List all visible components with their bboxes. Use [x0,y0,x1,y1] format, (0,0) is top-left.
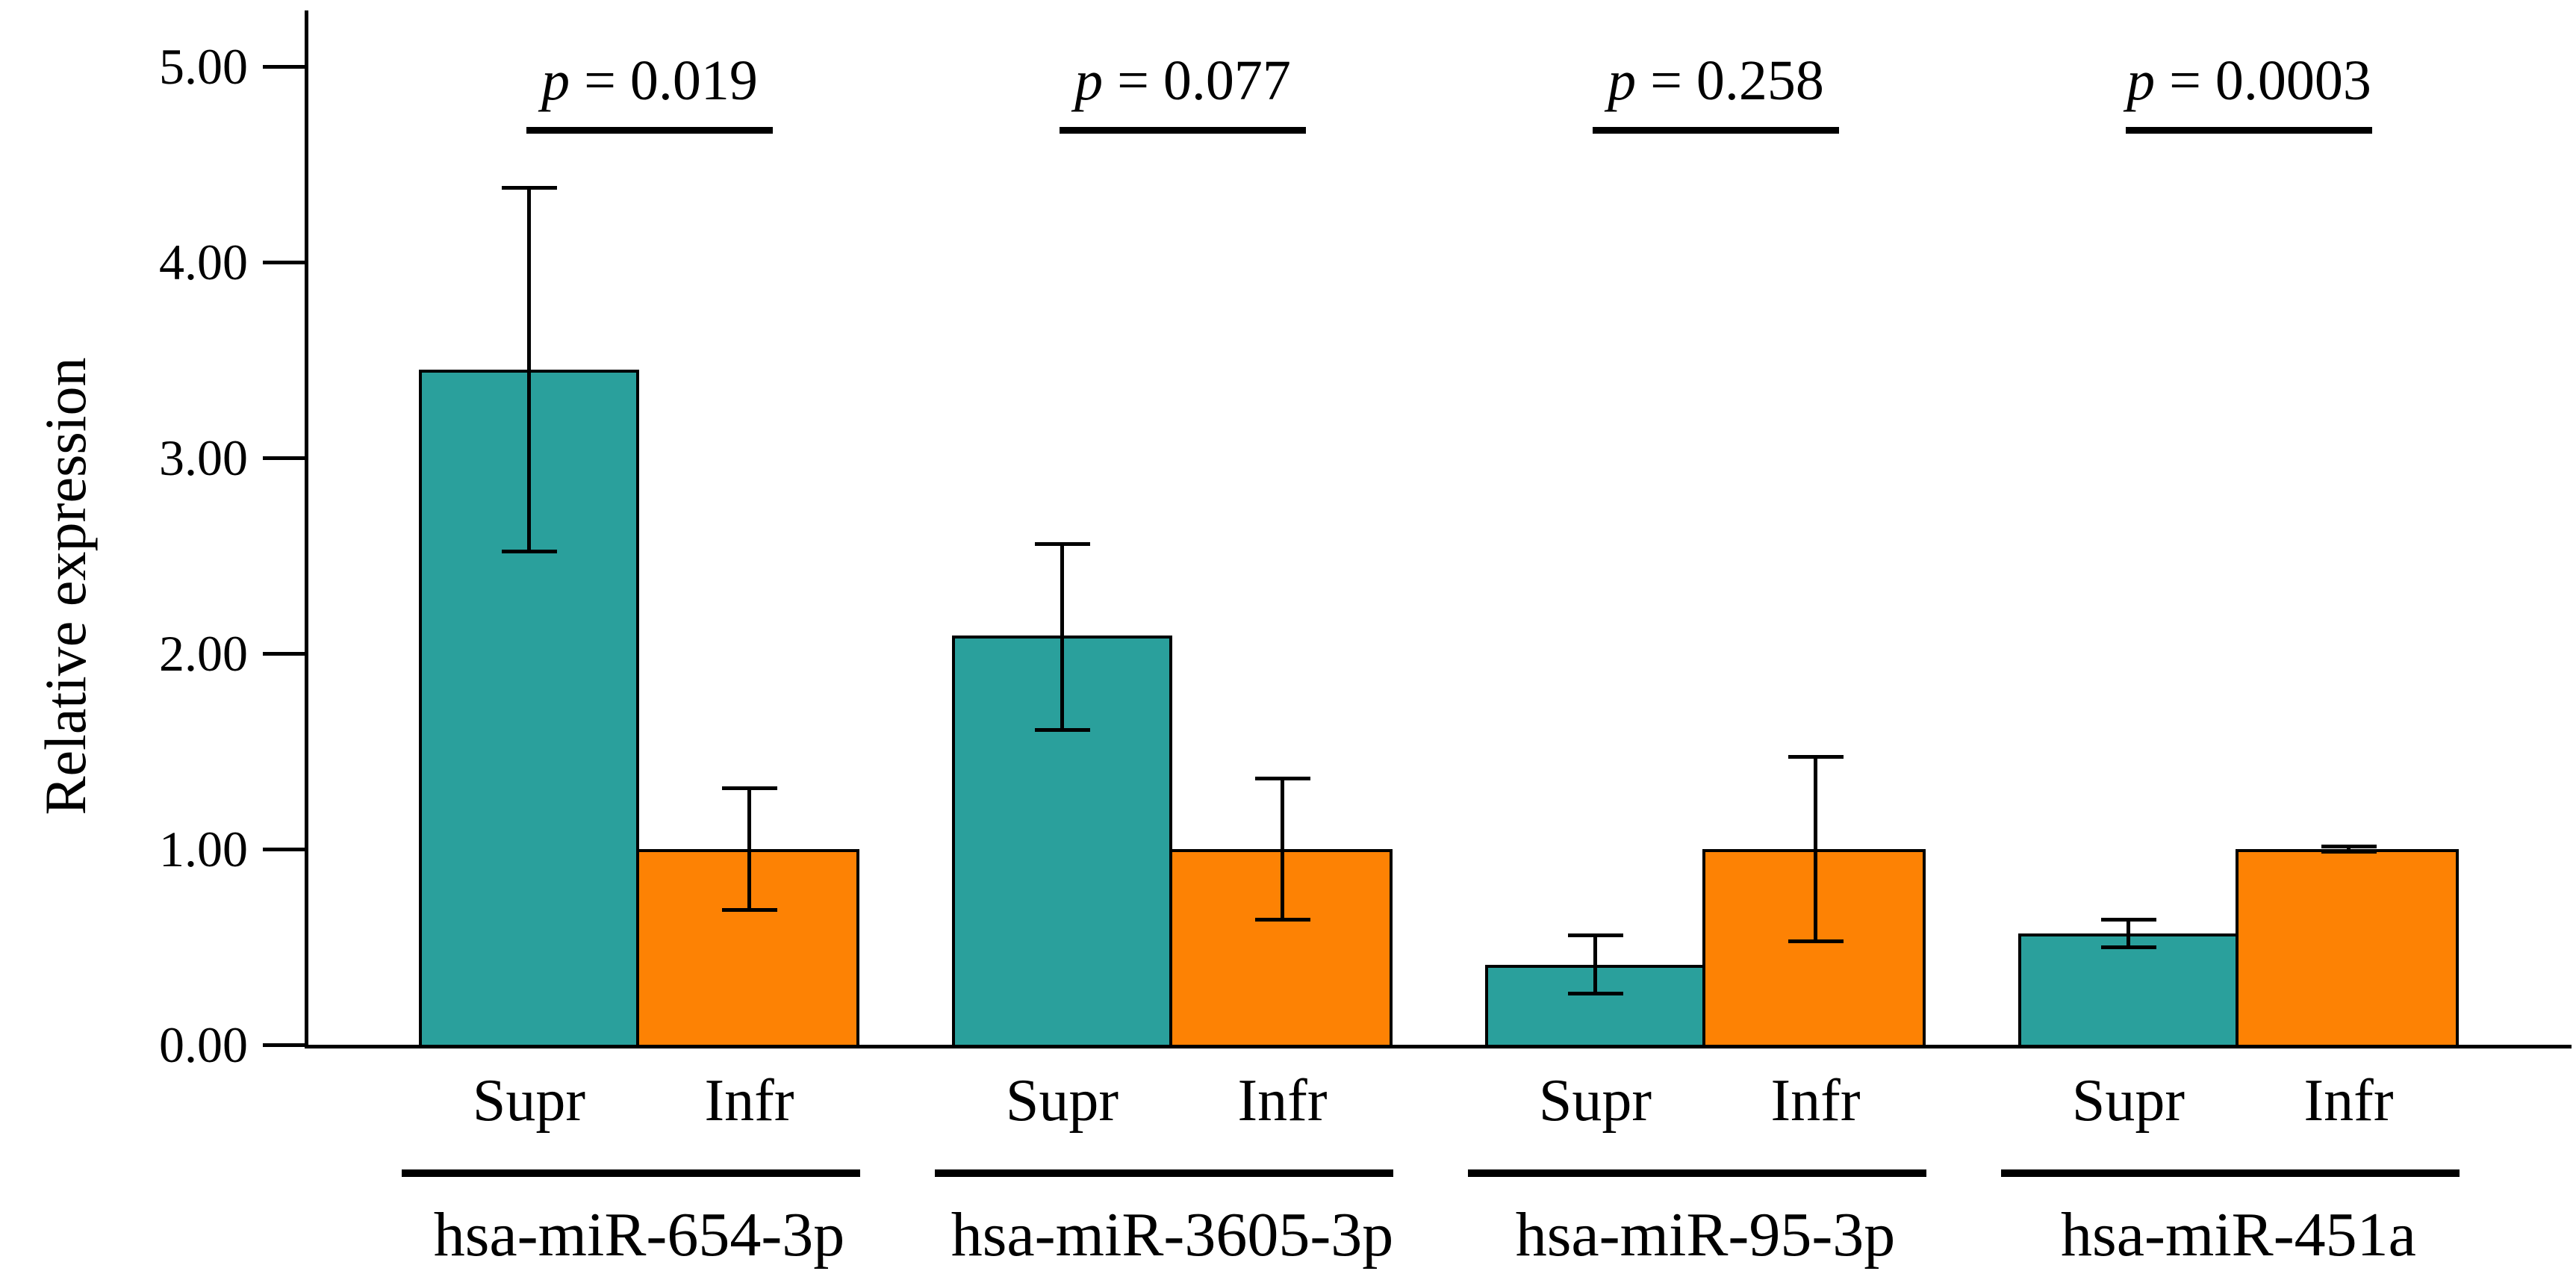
error-bar-cap-bottom [1788,939,1844,943]
group-label-hsa-miR-451a: hsa-miR-451a [2061,1200,2416,1270]
p-value-label: p = 0.258 [1608,43,1824,118]
p-value-label: p = 0.077 [1074,43,1291,118]
bar-label-supr: Supr [2071,1068,2185,1134]
error-bar-cap-bottom [1034,727,1090,732]
error-bar-cap-top [1034,541,1090,546]
bar-infr-hsa-miR-3605-3p [1169,849,1393,1048]
bar-label-infr: Infr [1770,1068,1861,1134]
y-tick [263,65,308,69]
error-bar-cap-top [721,786,777,791]
y-tick [263,848,308,851]
bar-label-infr: Infr [1237,1068,1328,1134]
p-value-label: p = 0.0003 [2127,43,2371,118]
error-bar-cap-bottom [2321,850,2377,854]
error-bar-cap-top [2100,917,2156,922]
p-value-text: = 0.077 [1103,49,1291,112]
error-bar-cap-bottom [1567,992,1623,996]
y-tick-label: 2.00 [159,625,248,682]
error-bar-cap-bottom [501,550,557,554]
p-value-underline [526,127,773,134]
group-label-hsa-miR-95-3p: hsa-miR-95-3p [1515,1200,1896,1270]
y-tick-label: 1.00 [159,821,248,877]
group-label-hsa-miR-654-3p: hsa-miR-654-3p [433,1200,845,1270]
p-value-underline [1593,127,1839,134]
error-bar-cap-top [1788,755,1844,759]
y-tick [263,652,308,656]
error-bar-line [747,788,751,910]
p-value-underline [2126,127,2372,134]
error-bar-cap-top [2321,844,2377,848]
y-axis-line [305,10,308,1048]
error-bar-line [1814,756,1817,942]
error-bar-line [1281,778,1284,920]
error-bar-line [2127,919,2130,947]
error-bar-cap-top [1254,777,1310,781]
error-bar-line [527,187,531,552]
error-bar-cap-bottom [721,907,777,912]
group-underline [1468,1169,1926,1177]
y-tick [263,261,308,264]
group-label-hsa-miR-3605-3p: hsa-miR-3605-3p [951,1200,1394,1270]
y-tick [263,1043,308,1047]
p-symbol: p [1608,49,1637,112]
error-bar-line [1060,544,1064,730]
y-tick [263,456,308,460]
p-symbol: p [2127,49,2156,112]
bar-label-supr: Supr [472,1068,586,1134]
p-value-underline [1060,127,1306,134]
bar-infr-hsa-miR-451a [2236,849,2459,1048]
y-tick-label: 0.00 [159,1016,248,1073]
bar-label-supr: Supr [1538,1068,1652,1134]
group-underline [2001,1169,2460,1177]
bar-label-infr: Infr [704,1068,794,1134]
error-bar-line [1593,935,1597,994]
y-tick-label: 4.00 [159,234,248,290]
error-bar-cap-bottom [2100,945,2156,949]
group-underline [402,1169,860,1177]
bar-label-supr: Supr [1005,1068,1119,1134]
y-tick-label: 5.00 [159,38,248,95]
p-symbol: p [541,49,570,112]
error-bar-line [2347,846,2351,852]
p-value-label: p = 0.019 [541,43,758,118]
bar-supr-hsa-miR-451a [2018,933,2239,1048]
p-value-text: = 0.0003 [2155,49,2371,112]
bar-label-infr: Infr [2303,1068,2394,1134]
p-value-text: = 0.258 [1636,49,1824,112]
y-tick-label: 3.00 [159,429,248,486]
error-bar-cap-bottom [1254,917,1310,922]
p-value-text: = 0.019 [570,49,758,112]
error-bar-cap-top [1567,933,1623,937]
error-bar-cap-top [501,185,557,190]
group-underline [935,1169,1393,1177]
x-axis-line [305,1045,2572,1048]
p-symbol: p [1074,49,1104,112]
